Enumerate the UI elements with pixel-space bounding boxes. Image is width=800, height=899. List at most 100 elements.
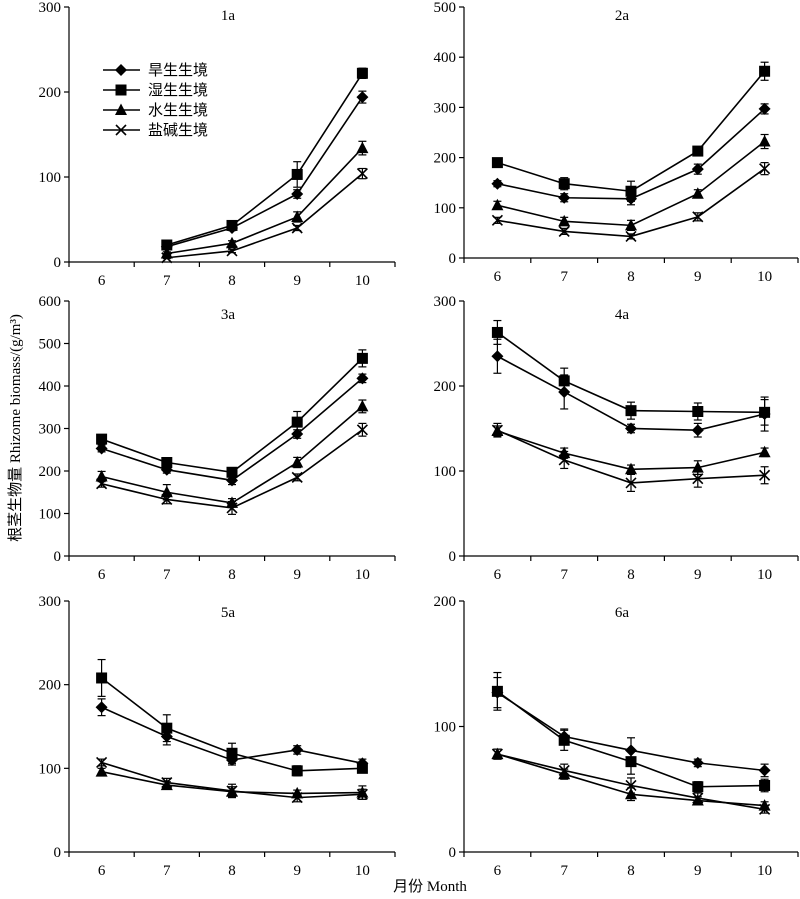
series-square [491, 61, 771, 202]
series-square [491, 671, 771, 793]
data-point-cross-3 [692, 792, 704, 804]
y-tick-label: 200 [39, 464, 62, 480]
data-point-cross-4 [759, 803, 771, 815]
y-tick-label: 300 [39, 0, 62, 16]
legend-item: 盐碱生境 [103, 121, 208, 139]
series-cross [491, 162, 771, 242]
y-tick-label: 400 [434, 50, 457, 66]
chart-panel-3: 0 100 200 300 400 500 600 6 7 8 9 10 3a [39, 294, 396, 583]
data-point-cross-1 [161, 252, 173, 264]
data-point-cross-2 [625, 779, 637, 792]
y-tick-label: 600 [39, 294, 62, 310]
data-point-triangle-3 [291, 210, 304, 222]
data-point-diamond-4 [356, 91, 369, 104]
data-point-diamond-0 [491, 177, 504, 190]
panel-title: 5a [221, 605, 236, 621]
data-point-cross-3 [692, 211, 704, 223]
data-point-square-3 [692, 781, 704, 793]
x-tick-label: 6 [494, 269, 502, 285]
data-point-square-3 [692, 406, 704, 417]
x-tick-label: 10 [757, 863, 772, 879]
data-point-cross-4 [356, 788, 368, 800]
data-point-triangle-4 [758, 799, 771, 811]
series-line [166, 147, 363, 255]
y-tick-label: 300 [434, 100, 457, 116]
x-tick-label: 7 [163, 273, 171, 289]
x-tick-label: 10 [355, 567, 370, 583]
data-point-cross-2 [625, 230, 637, 242]
data-point-diamond-4 [758, 764, 771, 777]
data-point-cross-1 [558, 764, 570, 776]
x-tick-label: 7 [163, 863, 171, 879]
y-tick-label: 0 [449, 251, 457, 267]
data-point-diamond-1 [558, 191, 571, 204]
data-point-square-1 [558, 375, 570, 387]
data-point-triangle-3 [691, 187, 704, 199]
data-point-cross-1 [161, 493, 173, 506]
panel-title: 6a [615, 605, 630, 621]
data-point-diamond-3 [291, 428, 304, 441]
x-tick-label: 6 [98, 863, 106, 879]
series-square [96, 349, 368, 478]
data-point-diamond-legend [115, 64, 127, 76]
data-point-square-2 [226, 219, 238, 231]
data-point-cross-2 [226, 245, 238, 257]
data-point-triangle-2 [625, 462, 637, 475]
data-point-square-3 [291, 765, 303, 777]
panel-title: 1a [221, 8, 236, 24]
data-point-cross-0 [491, 424, 503, 436]
chart-panel-4: 0 100 200 300 6 7 8 9 10 4a [434, 294, 799, 583]
data-point-cross-2 [226, 502, 238, 514]
panel-title: 3a [221, 307, 236, 323]
data-point-diamond-3 [691, 424, 704, 437]
x-tick-label: 6 [494, 863, 502, 879]
data-point-square-4 [356, 352, 368, 364]
x-tick-label: 8 [627, 567, 635, 583]
series-square [491, 319, 771, 426]
data-point-triangle-legend [115, 103, 127, 115]
y-tick-label: 200 [434, 151, 457, 167]
series-line [496, 331, 765, 414]
data-point-cross-0 [491, 214, 503, 226]
legend-label: 盐碱生境 [148, 121, 208, 139]
data-point-square-4 [759, 65, 771, 77]
data-point-cross-1 [161, 776, 173, 789]
y-tick-label: 200 [39, 678, 62, 694]
legend-item: 水生生境 [103, 101, 208, 119]
legend-item: 湿生生境 [103, 81, 208, 99]
data-point-square-0 [96, 433, 108, 445]
series-cross [491, 748, 771, 815]
x-tick-label: 10 [757, 567, 772, 583]
data-point-triangle-3 [291, 456, 304, 468]
data-point-diamond-3 [291, 188, 304, 200]
x-tick-label: 9 [694, 863, 702, 879]
data-point-diamond-3 [291, 743, 304, 756]
data-point-square-0 [491, 157, 503, 169]
x-tick-label: 8 [228, 863, 236, 879]
y-tick-label: 100 [434, 720, 457, 736]
series-square [161, 67, 368, 251]
data-point-cross-legend [115, 124, 127, 136]
y-tick-label: 100 [434, 464, 457, 480]
x-tick-label: 7 [560, 567, 568, 583]
y-tick-label: 100 [39, 761, 62, 777]
x-tick-label: 8 [627, 863, 635, 879]
y-tick-label: 0 [449, 845, 457, 861]
series-square [96, 658, 368, 777]
data-point-cross-0 [491, 748, 503, 760]
data-point-triangle-2 [226, 236, 238, 249]
data-point-cross-1 [558, 454, 570, 466]
data-point-cross-2 [226, 785, 238, 797]
data-point-square-3 [692, 145, 704, 157]
chart-panel-6: 0 100 200 6 7 8 9 10 6a [434, 594, 799, 879]
data-point-square-2 [625, 405, 637, 417]
data-point-cross-4 [356, 424, 368, 436]
data-point-cross-3 [692, 473, 704, 485]
x-tick-label: 9 [694, 269, 702, 285]
data-point-triangle-1 [160, 485, 173, 498]
y-tick-label: 100 [39, 170, 62, 186]
y-tick-label: 300 [434, 294, 457, 310]
x-tick-label: 9 [293, 273, 301, 289]
data-point-diamond-4 [758, 102, 771, 115]
